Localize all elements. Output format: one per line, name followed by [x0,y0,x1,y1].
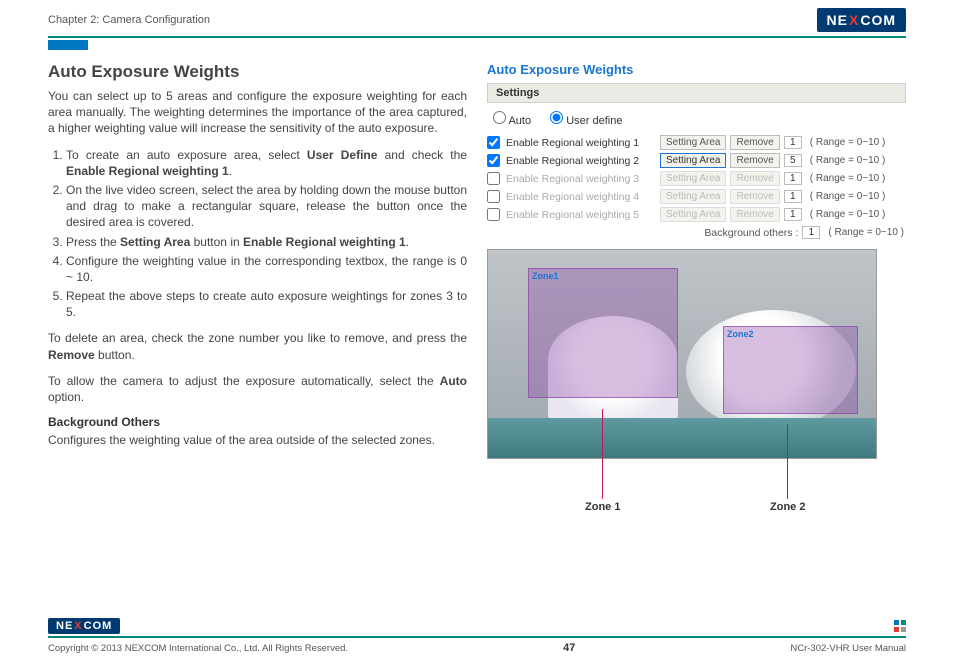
zone-2-overlay[interactable]: Zone2 [723,326,858,414]
background-others-row: Background others : 1 ( Range = 0~10 ) [487,226,906,239]
range-hint-2: ( Range = 0~10 ) [810,155,886,166]
footer-dots-icon [894,620,906,632]
header-rule [48,36,906,38]
setting-area-button-1[interactable]: Setting Area [660,135,726,150]
remove-button-5: Remove [730,207,779,222]
background-others-heading: Background Others [48,415,467,429]
range-hint-1: ( Range = 0~10 ) [810,137,886,148]
weighting-row-1: Enable Regional weighting 1 Setting Area R… [487,135,906,150]
page-footer: Copyright © 2013 NEXCOM International Co… [0,638,954,654]
intro-paragraph: You can select up to 5 areas and configu… [48,88,467,137]
step-3: Press the Setting Area button in Enable … [66,234,467,250]
step-5: Repeat the above steps to create auto ex… [66,288,467,320]
weight-value-3: 1 [784,172,802,185]
weight-value-5: 1 [784,208,802,221]
weighting-label-1: Enable Regional weighting 1 [506,137,656,149]
weight-value-4: 1 [784,190,802,203]
zone-2-caption: Zone 2 [770,501,805,513]
remove-button-4: Remove [730,189,779,204]
setting-area-button-4: Setting Area [660,189,726,204]
enable-checkbox-2[interactable] [487,154,500,167]
remove-button-1[interactable]: Remove [730,135,779,150]
copyright-text: Copyright © 2013 NEXCOM International Co… [48,643,348,654]
background-others-range: ( Range = 0~10 ) [828,227,904,238]
range-hint-4: ( Range = 0~10 ) [810,191,886,202]
step-4: Configure the weighting value in the cor… [66,253,467,285]
weighting-label-2: Enable Regional weighting 2 [506,155,656,167]
zone-1-overlay[interactable]: Zone1 [528,268,678,398]
weighting-row-2: Enable Regional weighting 2 Setting Area R… [487,153,906,168]
enable-checkbox-4[interactable] [487,190,500,203]
leader-line-1 [602,409,603,499]
page-header: Chapter 2: Camera Configuration NEXCOM [0,0,954,36]
mode-radio-group: Auto User define [493,111,906,127]
footer-logo: NEXCOM [48,618,120,634]
background-others-text: Configures the weighting value of the ar… [48,432,467,448]
weighting-rows: Enable Regional weighting 1 Setting Area R… [487,135,906,222]
delete-paragraph: To delete an area, check the zone number… [48,330,467,362]
weight-value-1[interactable]: 1 [784,136,802,149]
enable-checkbox-3[interactable] [487,172,500,185]
manual-name: NCr-302-VHR User Manual [790,643,906,654]
live-video-preview[interactable]: Zone1 Zone2 [487,249,877,459]
weighting-row-4: Enable Regional weighting 4 Setting Area R… [487,189,906,204]
ui-panel-title: Auto Exposure Weights [487,62,906,77]
range-hint-3: ( Range = 0~10 ) [810,173,886,184]
zone-1-caption: Zone 1 [585,501,620,513]
leader-line-2 [787,424,788,499]
page-title: Auto Exposure Weights [48,62,467,82]
chapter-label: Chapter 2: Camera Configuration [48,14,210,26]
nexcom-logo: NEXCOM [817,8,906,32]
background-others-value[interactable]: 1 [802,226,820,239]
header-tab-icon [48,40,88,50]
scene-desk [488,418,876,458]
setting-area-button-3: Setting Area [660,171,726,186]
weighting-label-3: Enable Regional weighting 3 [506,173,656,185]
right-column: Auto Exposure Weights Settings Auto User… [487,62,906,459]
step-2: On the live video screen, select the are… [66,182,467,231]
auto-paragraph: To allow the camera to adjust the exposu… [48,373,467,405]
weight-value-2[interactable]: 5 [784,154,802,167]
settings-section-header: Settings [487,83,906,103]
weighting-row-5: Enable Regional weighting 5 Setting Area R… [487,207,906,222]
setting-area-button-5: Setting Area [660,207,726,222]
radio-auto[interactable]: Auto [493,115,531,127]
remove-button-3: Remove [730,171,779,186]
zone-2-tag: Zone2 [727,329,754,339]
weighting-label-4: Enable Regional weighting 4 [506,191,656,203]
enable-checkbox-5[interactable] [487,208,500,221]
weighting-label-5: Enable Regional weighting 5 [506,209,656,221]
range-hint-5: ( Range = 0~10 ) [810,209,886,220]
background-others-label: Background others : [704,227,798,239]
step-1: To create an auto exposure area, select … [66,147,467,179]
enable-checkbox-1[interactable] [487,136,500,149]
page-number: 47 [563,642,575,654]
setting-area-button-2[interactable]: Setting Area [660,153,726,168]
zone-1-tag: Zone1 [532,271,559,281]
left-column: Auto Exposure Weights You can select up … [48,62,467,459]
radio-user-define[interactable]: User define [550,115,622,127]
weighting-row-3: Enable Regional weighting 3 Setting Area R… [487,171,906,186]
remove-button-2[interactable]: Remove [730,153,779,168]
steps-list: To create an auto exposure area, select … [66,147,467,321]
